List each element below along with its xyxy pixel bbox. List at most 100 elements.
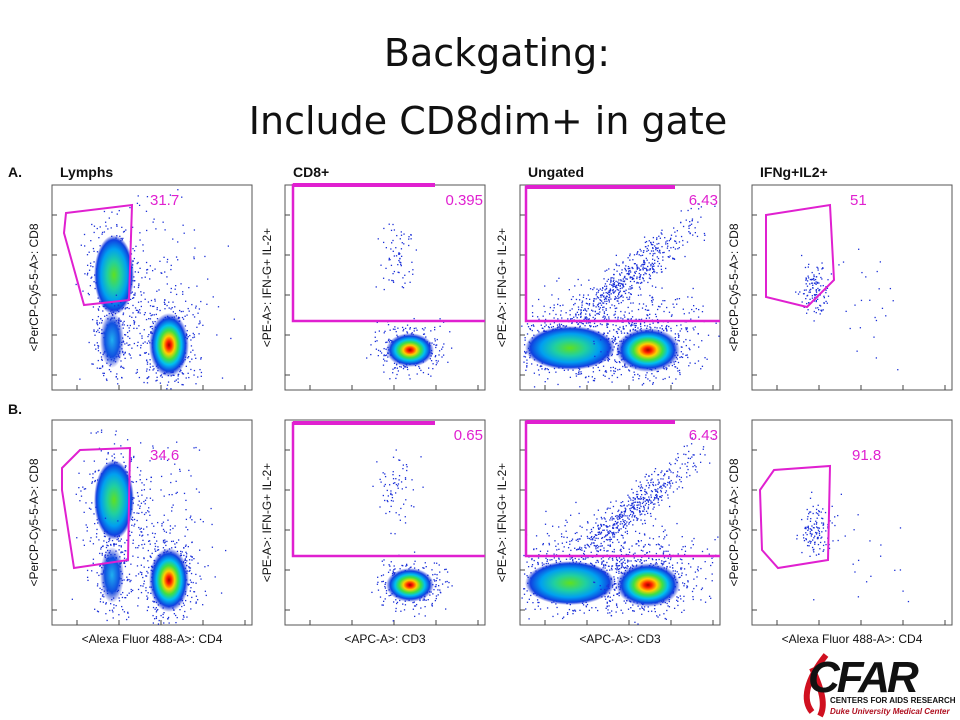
event-dot — [691, 296, 693, 299]
event-dot — [397, 483, 400, 485]
event-dot — [193, 374, 195, 376]
event-dot — [433, 579, 435, 581]
event-dot — [604, 375, 606, 377]
event-dot — [816, 281, 819, 284]
event-dot — [125, 550, 127, 552]
event-dot — [435, 344, 437, 346]
event-dot — [544, 325, 546, 328]
event-dot — [195, 602, 197, 604]
event-dot — [434, 326, 436, 329]
event-dot — [700, 368, 702, 370]
event-dot — [415, 327, 417, 329]
event-dot — [814, 282, 816, 285]
event-dot — [704, 357, 706, 359]
event-dot — [166, 459, 169, 462]
event-dot — [600, 304, 603, 306]
event-dot — [689, 220, 691, 223]
event-dot — [648, 240, 650, 242]
event-dot — [123, 561, 126, 563]
event-dot — [142, 547, 144, 549]
event-dot — [392, 482, 395, 485]
event-dot — [436, 574, 438, 576]
event-dot — [666, 306, 668, 309]
event-dot — [403, 243, 405, 245]
event-dot — [602, 365, 605, 367]
event-dot — [702, 305, 704, 307]
event-dot — [586, 303, 589, 305]
event-dot — [115, 430, 117, 432]
event-dot — [671, 364, 674, 367]
event-dot — [614, 298, 616, 300]
event-dot — [124, 550, 126, 552]
event-dot — [171, 506, 173, 509]
event-dot — [590, 309, 593, 311]
event-dot — [137, 301, 140, 303]
event-dot — [615, 263, 617, 265]
event-dot — [656, 327, 658, 329]
gate-value: 51 — [850, 192, 867, 209]
event-dot — [547, 368, 549, 371]
event-dot — [96, 251, 99, 253]
event-dot — [660, 268, 663, 271]
event-dot — [189, 567, 192, 569]
event-dot — [185, 518, 188, 521]
event-dot — [89, 473, 91, 475]
event-dot — [635, 270, 637, 273]
event-dot — [574, 285, 576, 287]
event-dot — [150, 314, 152, 317]
event-dot — [83, 233, 86, 236]
event-dot — [400, 234, 403, 236]
event-dot — [676, 474, 678, 476]
event-dot — [620, 295, 622, 297]
event-dot — [159, 382, 162, 384]
event-dot — [586, 318, 588, 321]
event-dot — [145, 478, 148, 481]
gate-value: 31.7 — [150, 192, 179, 209]
event-dot — [617, 295, 619, 297]
event-dot — [676, 358, 678, 360]
event-dot — [98, 237, 100, 239]
logo-name: CFAR — [808, 653, 919, 702]
event-dot — [142, 528, 145, 530]
event-dot — [805, 297, 807, 300]
event-dot — [657, 260, 659, 263]
event-dot — [674, 240, 677, 243]
event-dot — [186, 314, 188, 316]
event-dot — [188, 567, 191, 569]
event-dot — [885, 315, 887, 317]
event-dot — [567, 318, 569, 320]
event-dot — [617, 300, 619, 302]
event-dot — [806, 294, 809, 297]
event-dot — [639, 323, 642, 326]
event-dot — [664, 377, 666, 380]
event-dot — [657, 247, 659, 249]
event-dot — [200, 357, 202, 359]
event-dot — [152, 499, 154, 501]
event-dot — [388, 279, 390, 281]
event-dot — [392, 272, 394, 275]
event-dot — [614, 370, 616, 373]
event-dot — [820, 285, 822, 287]
event-dot — [383, 347, 385, 350]
event-dot — [549, 323, 552, 325]
event-dot — [610, 280, 612, 282]
event-dot — [607, 278, 610, 281]
event-dot — [414, 560, 416, 562]
event-dot — [617, 282, 620, 285]
event-dot — [620, 317, 622, 319]
event-dot — [620, 301, 622, 304]
event-dot — [137, 271, 140, 273]
event-dot — [177, 259, 179, 261]
event-dot — [621, 272, 623, 274]
event-dot — [393, 362, 396, 364]
event-dot — [630, 323, 633, 326]
event-dot — [142, 534, 144, 536]
event-dot — [666, 240, 668, 242]
event-dot — [110, 310, 112, 312]
event-dot — [639, 278, 641, 280]
event-dot — [682, 225, 685, 228]
event-dot — [140, 585, 142, 587]
event-dot — [135, 547, 137, 549]
event-dot — [607, 360, 610, 362]
event-dot — [101, 552, 103, 555]
